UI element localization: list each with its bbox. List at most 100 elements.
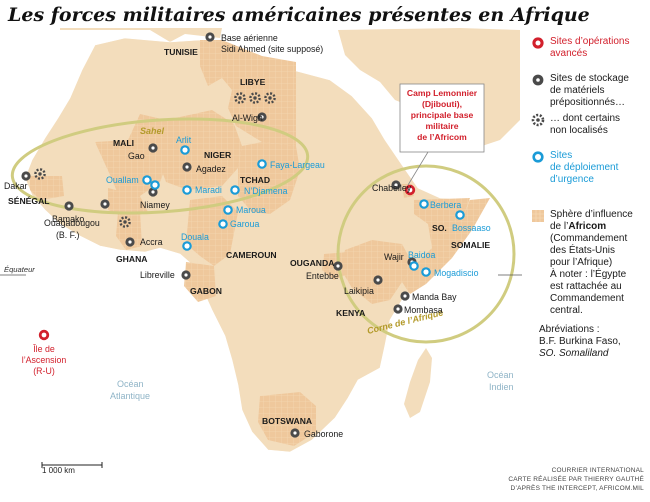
- legend-grey-line-2: de matériels: [550, 85, 605, 96]
- label-niamey: Niamey: [140, 200, 170, 210]
- africom-zone-mali: [95, 114, 172, 196]
- africom-zone-niger: [160, 110, 242, 190]
- label-laikipia: Laikipia: [344, 286, 374, 296]
- dotted-circle-icon: [531, 113, 545, 127]
- label-libye: LIBYE: [240, 77, 266, 87]
- label-ouaga-1: Ouagadougou: [44, 218, 100, 228]
- lemonnier-callout-line: [407, 151, 429, 186]
- africom-zone-swatch-icon: [532, 210, 544, 222]
- credit-line-1: COURRIER INTERNATIONAL: [551, 467, 644, 474]
- africom-zone-kenya: [340, 240, 414, 304]
- label-garoua: Garoua: [230, 219, 259, 229]
- marker-agadez: [182, 162, 192, 172]
- marker-chabelley: [391, 180, 401, 190]
- label-ouallam: Ouallam: [106, 175, 139, 185]
- scale-label: 1 000 km: [42, 466, 75, 475]
- marker-ascension: [38, 329, 50, 341]
- marker-ouallam: [142, 175, 152, 185]
- legend-zone-line-1: Sphère d’influence: [550, 209, 633, 220]
- red-circle-icon: [532, 37, 544, 49]
- marker-gao: [148, 143, 158, 153]
- label-maroua: Maroua: [236, 205, 266, 215]
- label-ouaga-2: (B. F.): [56, 230, 80, 240]
- legend-blue-line-2: de déploiement: [550, 162, 619, 173]
- label-niger: NIGER: [204, 150, 232, 160]
- marker-manda-bay: [400, 291, 410, 301]
- marker-bamako: [64, 201, 74, 211]
- legend-zone-line-6: À noter : l’Égypte: [550, 269, 627, 280]
- label-botswana: BOTSWANA: [262, 416, 312, 426]
- label-bossaso: Bossaaso: [452, 223, 491, 233]
- legend-red-line-1: Sites d’opérations: [550, 36, 630, 47]
- marker-entebbe: [333, 261, 343, 271]
- label-indian-1: Océan: [487, 370, 514, 380]
- label-tunisie-base-1: Base aérienne: [221, 33, 278, 43]
- africom-zone-libya: [222, 40, 296, 146]
- credits: COURRIER INTERNATIONAL CARTE RÉALISÉE PA…: [474, 466, 644, 493]
- marker-al-wigh: [257, 112, 267, 122]
- label-ascension-3: (R-U): [33, 366, 55, 376]
- legend-zone-africom: Africom: [568, 221, 607, 232]
- marker-baidoa: [409, 261, 419, 271]
- marker-faya-largeau: [257, 159, 267, 169]
- label-cameroun: CAMEROUN: [226, 250, 277, 260]
- label-ghana: GHANA: [116, 254, 148, 264]
- label-faya: Faya-Largeau: [270, 160, 325, 170]
- legend-zone-line-4: des États-Unis: [550, 245, 616, 256]
- label-kenya: KENYA: [336, 308, 365, 318]
- label-berbera: Berbera: [430, 200, 461, 210]
- label-libreville: Libreville: [140, 270, 175, 280]
- site-markers: [21, 32, 465, 438]
- label-gao: Gao: [128, 151, 145, 161]
- legend-dotted-line-2: non localisés: [550, 125, 608, 136]
- label-gabon: GABON: [190, 286, 222, 296]
- label-accra: Accra: [140, 237, 163, 247]
- marker-ouallam-2: [150, 180, 160, 190]
- legend-zone-line-2-pre: de l’: [550, 221, 569, 232]
- label-mali: MALI: [113, 138, 134, 148]
- label-so: SO.: [432, 223, 447, 233]
- marker-burkina-dotted: [119, 216, 131, 228]
- label-indian-2: Indien: [489, 382, 514, 392]
- marker-libya-dotted-2: [249, 92, 261, 104]
- label-chabelley: Chabelley: [372, 183, 412, 193]
- label-bamako: Bamako: [52, 214, 84, 224]
- legend-zone-line-5: pour l’Afrique): [550, 257, 613, 268]
- legend-blue-line-1: Sites: [550, 150, 573, 161]
- label-douala: Douala: [181, 232, 209, 242]
- label-ouganda: OUGANDA: [290, 258, 334, 268]
- label-ascension-1: Île de: [32, 344, 55, 354]
- abbreviations: Abréviations : B.F. Burkina Faso, SO. So…: [539, 324, 649, 360]
- marker-maradi: [182, 185, 192, 195]
- label-baidoa: Baidoa: [408, 250, 435, 260]
- europe-landmass: [60, 28, 222, 42]
- marker-ouagadougou: [100, 199, 110, 209]
- label-atlantic-1: Océan: [117, 379, 144, 389]
- legend-grey-line-3: prépositionnés…: [550, 97, 626, 108]
- label-lemonnier-3: principale base: [411, 110, 474, 120]
- legend-blue-line-3: d’urgence: [550, 174, 594, 185]
- legend-zone-line-8: Commandement: [550, 293, 624, 304]
- label-lemonnier-4: militaire: [426, 121, 459, 131]
- marker-libya-dotted-1: [234, 92, 246, 104]
- label-gaborone: Gaborone: [304, 429, 343, 439]
- africom-zone-senegal: [30, 176, 64, 200]
- label-sahel: Sahel: [140, 126, 165, 136]
- legend-zone-line-9: central.: [550, 305, 583, 316]
- marker-dakar: [21, 171, 31, 181]
- marker-douala: [182, 241, 192, 251]
- marker-maroua: [223, 205, 233, 215]
- sahel-zone-outline: [10, 117, 310, 215]
- label-tunisie: TUNISIE: [164, 47, 198, 57]
- marker-berbera: [419, 199, 429, 209]
- blue-circle-icon: [532, 151, 544, 163]
- label-tunisie-base-2: Sidi Ahmed (site supposé): [221, 44, 323, 54]
- marker-libya-dotted-3: [264, 92, 276, 104]
- marker-libreville: [181, 270, 191, 280]
- label-ndjamena: N’Djamena: [244, 186, 288, 196]
- label-agadez: Agadez: [196, 164, 226, 174]
- marker-accra: [125, 237, 135, 247]
- abbr-bf: B.F. Burkina Faso,: [539, 336, 621, 347]
- map-title: Les forces militaires américaines présen…: [8, 4, 590, 26]
- label-wajir: Wajir: [384, 252, 404, 262]
